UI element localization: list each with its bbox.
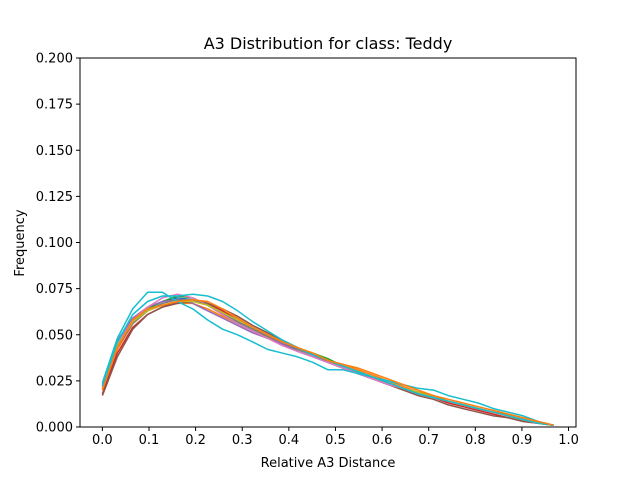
x-tick-label: 0.1 xyxy=(139,433,160,448)
x-tick-label: 0.3 xyxy=(232,433,253,448)
y-tick-label: 0.025 xyxy=(36,374,73,389)
x-tick-label: 0.4 xyxy=(278,433,299,448)
y-tick-label: 0.175 xyxy=(36,98,73,113)
y-tick-label: 0.150 xyxy=(36,144,73,159)
y-tick-label: 0.000 xyxy=(36,421,73,436)
x-tick-label: 0.5 xyxy=(325,433,346,448)
y-tick-label: 0.100 xyxy=(36,236,73,251)
x-tick-label: 0.0 xyxy=(92,433,113,448)
y-tick-label: 0.200 xyxy=(36,52,73,67)
y-tick-label: 0.050 xyxy=(36,328,73,343)
x-tick-label: 1.0 xyxy=(558,433,579,448)
x-tick-label: 0.2 xyxy=(185,433,206,448)
chart-title: A3 Distribution for class: Teddy xyxy=(204,34,453,53)
x-tick-label: 0.7 xyxy=(418,433,439,448)
y-tick-label: 0.125 xyxy=(36,190,73,205)
series-line-12 xyxy=(101,298,554,426)
y-axis-label: Frequency xyxy=(13,209,28,276)
y-axis-ticks: 0.000 0.025 0.050 0.075 0.100 0.125 0.150 0.175… xyxy=(36,52,80,436)
x-tick-label: 0.9 xyxy=(512,433,533,448)
x-tick-label: 0.8 xyxy=(465,433,486,448)
y-tick-label: 0.075 xyxy=(36,282,73,297)
x-tick-label: 0.6 xyxy=(372,433,393,448)
series-lines xyxy=(101,291,554,426)
x-axis-label: Relative A3 Distance xyxy=(261,456,396,471)
x-axis-ticks: 0.0 0.1 0.2 0.3 0.4 0.5 0.6 0.7 0.8 0.9 1.0 xyxy=(92,427,579,448)
